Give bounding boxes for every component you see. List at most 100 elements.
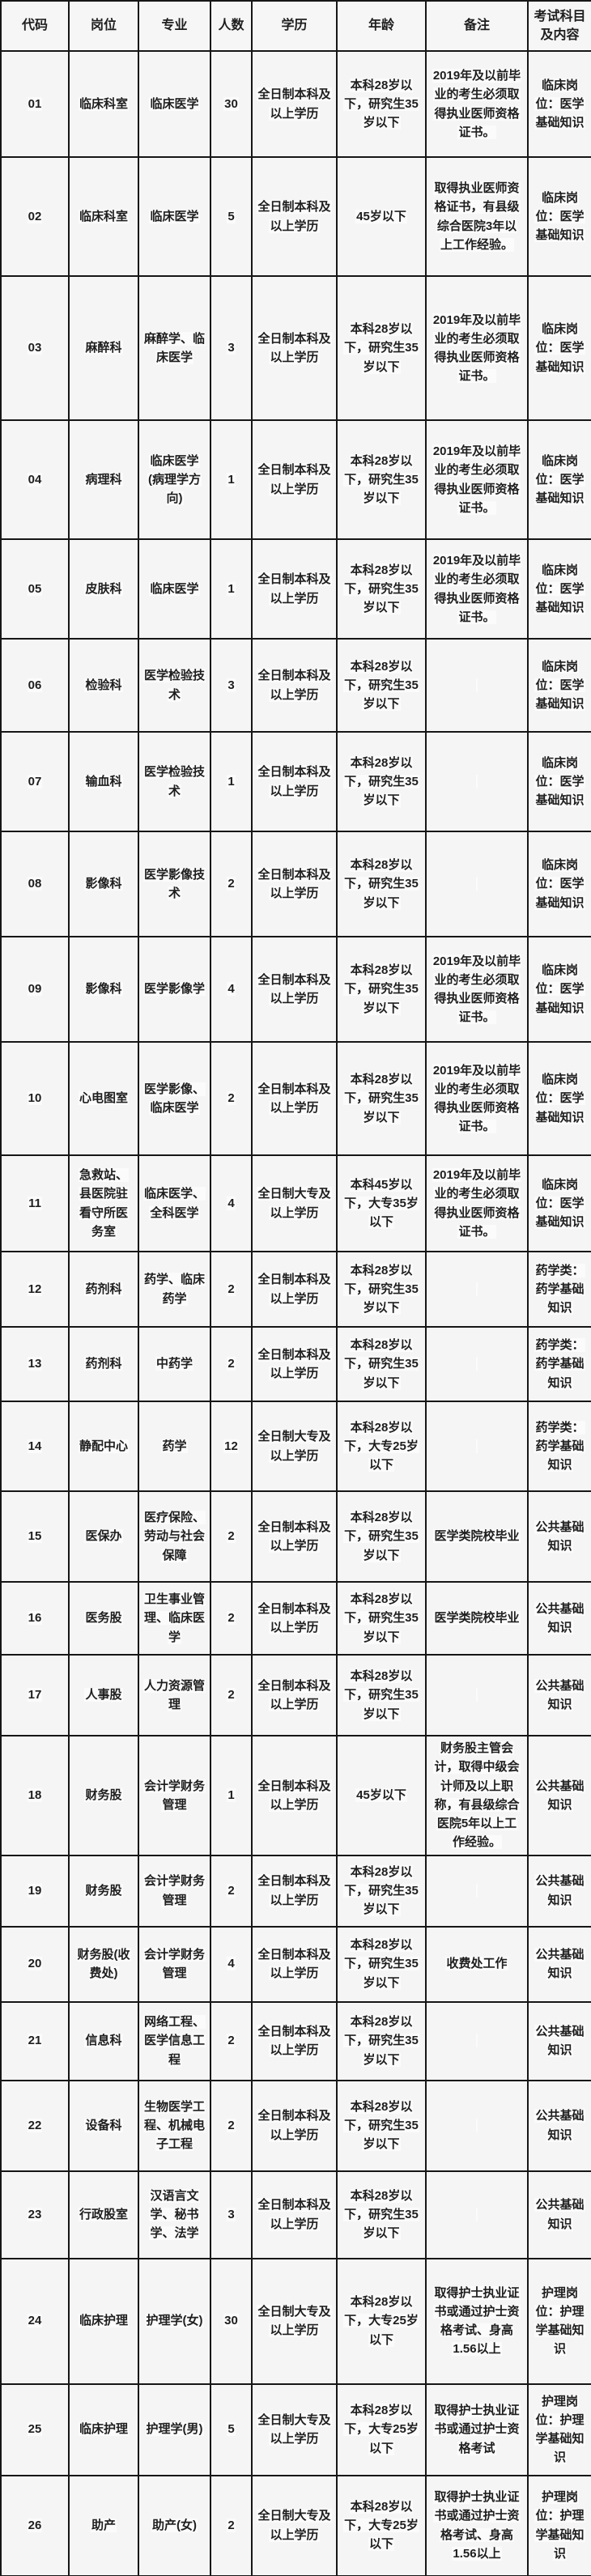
cell-text: 3: [227, 678, 236, 692]
cell-count: 12: [210, 1401, 253, 1492]
cell-text: 1: [227, 472, 236, 487]
cell-text: 本科28岁以下，研究生35岁以下: [343, 1669, 419, 1721]
cell-major: 会计学财务管理: [138, 1925, 211, 2003]
cell-major: 药学、临床药学: [138, 1251, 211, 1328]
cell-text: 16: [27, 1611, 43, 1626]
cell-age: 本科28岁以下，研究生35岁以下: [336, 1654, 427, 1736]
cell-text: 全日制本科及以上学历: [257, 1678, 332, 1711]
cell-major: 会计学财务管理: [138, 1854, 211, 1928]
cell-code: 25: [0, 2383, 70, 2476]
cell-exam: 临床岗位：医学基础知识: [527, 50, 591, 158]
cell-education: 全日制大专及以上学历: [251, 2474, 338, 2576]
cell-text: 全日制本科及以上学历: [257, 1779, 332, 1812]
cell-text: 临床医学: [149, 96, 200, 111]
cell-age: 本科28岁以下，研究生35岁以下: [336, 50, 427, 158]
cell-text: 取得执业医师资格证书，有县级综合医院3年以上工作经验。: [433, 181, 521, 252]
cell-major: 助产(女): [138, 2474, 211, 2576]
cell-major: 麻醉学、临床医学: [138, 275, 211, 421]
cell-text: 本科28岁以下，研究生35岁以下: [343, 1592, 419, 1644]
cell-major: 医学影像学: [138, 936, 211, 1043]
cell-text: 本科28岁以下，研究生35岁以下: [343, 322, 419, 374]
cell-count: 3: [210, 275, 253, 421]
cell-text: 临床岗位：医学基础知识: [534, 563, 585, 615]
cell-text: 22: [27, 2118, 43, 2132]
cell-age: 本科28岁以下，研究生35岁以下: [336, 538, 427, 640]
cell-education: 全日制本科及以上学历: [251, 831, 338, 937]
cell-count: 5: [210, 2383, 253, 2476]
cell-education: 全日制本科及以上学历: [251, 1490, 338, 1583]
cell-position: 临床科室: [68, 50, 139, 158]
table-header: 代码 岗位 专业 人数 学历 年龄 备注 考试科目及内容: [0, 0, 591, 52]
cell-code: 16: [0, 1581, 70, 1656]
cell-text: 全日制本科及以上学历: [257, 2109, 332, 2142]
cell-remark: 财务股主管会计，取得中级会计师及以上职称，有县级综合医院5年以上工作经验。: [425, 1735, 529, 1856]
cell-position: 临床护理: [68, 2257, 139, 2385]
cell-text: 本科28岁以下，研究生35岁以下: [343, 659, 419, 712]
cell-age: 本科28岁以下，研究生35岁以下: [336, 419, 427, 540]
cell-text: 20: [27, 1957, 43, 1971]
cell-major: 医学影像技术: [138, 831, 211, 937]
table-row: 10 心电图室 医学影像、临床医学 2 全日制本科及以上学历 本科28岁以下，研究生35岁…: [0, 1041, 591, 1156]
cell-remark: 2019年及以前毕业的考生必须取得执业医师资格证书。: [425, 1041, 529, 1156]
cell-exam: 临床岗位：医学基础知识: [527, 1154, 591, 1252]
cell-position: 输血科: [68, 731, 139, 832]
table-row: 13 药剂科 中药学 2 全日制本科及以上学历 本科28岁以下，研究生35岁以下 药学类：药…: [0, 1326, 591, 1402]
cell-count: 2: [210, 1581, 253, 1656]
cell-education: 全日制本科及以上学历: [251, 275, 338, 421]
cell-education: 全日制大专及以上学历: [251, 1401, 338, 1492]
table-row: 18 财务股 会计学财务管理 1 全日制本科及以上学历 45岁以下 财务股主管会计，取得中级…: [0, 1735, 591, 1856]
cell-count: 4: [210, 1925, 253, 2003]
cell-count: 4: [210, 936, 253, 1043]
cell-text: 影像科: [84, 982, 123, 997]
cell-text: 21: [27, 2034, 43, 2048]
cell-text: [476, 1883, 478, 1898]
cell-text: 静配中心: [78, 1439, 129, 1453]
cell-text: 25: [27, 2422, 43, 2437]
cell-text: 15: [27, 1529, 43, 1544]
cell-exam: 护理岗位：护理学基础知识: [527, 2383, 591, 2476]
cell-text: 药学、临床药学: [143, 1273, 206, 1306]
cell-text: 输血科: [84, 774, 123, 789]
cell-code: 02: [0, 156, 70, 277]
cell-text: 全日制大专及以上学历: [257, 1430, 332, 1463]
cell-text: 02: [27, 209, 43, 223]
cell-text: [476, 678, 478, 692]
cell-education: 全日制本科及以上学历: [251, 1041, 338, 1156]
cell-text: 收费处工作: [445, 1957, 508, 1971]
cell-count: 4: [210, 1154, 253, 1252]
cell-text: 药剂科: [84, 1357, 123, 1371]
cell-text: 临床科室: [78, 209, 129, 223]
table-row: 04 病理科 临床医学(病理学方向) 1 全日制本科及以上学历 本科28岁以下，研究生35…: [0, 419, 591, 540]
cell-code: 03: [0, 275, 70, 421]
cell-education: 全日制本科及以上学历: [251, 2000, 338, 2081]
cell-text: 公共基础知识: [534, 1779, 585, 1812]
cell-count: 30: [210, 50, 253, 158]
cell-text: 全日制本科及以上学历: [257, 463, 332, 496]
cell-age: 本科45岁以下，大专35岁以下: [336, 1154, 427, 1252]
cell-exam: 临床岗位：医学基础知识: [527, 1041, 591, 1156]
cell-text: 药学类：药学基础知识: [534, 1420, 585, 1473]
cell-count: 3: [210, 638, 253, 733]
cell-text: 本科28岁以下，研究生35岁以下: [343, 2099, 419, 2152]
table-row: 02 临床科室 临床医学 5 全日制本科及以上学历 45岁以下 取得执业医师资格证书，有县级…: [0, 156, 591, 277]
cell-age: 本科28岁以下，研究生35岁以下: [336, 831, 427, 937]
cell-count: 1: [210, 538, 253, 640]
cell-text: 临床岗位：医学基础知识: [534, 453, 585, 506]
cell-count: 2: [210, 831, 253, 937]
cell-count: 2: [210, 1251, 253, 1328]
cell-exam: 公共基础知识: [527, 1735, 591, 1856]
cell-text: 1: [227, 581, 236, 596]
cell-exam: 药学类：药学基础知识: [527, 1401, 591, 1492]
cell-text: 人事股: [84, 1688, 123, 1702]
cell-age: 本科28岁以下，研究生35岁以下: [336, 2170, 427, 2259]
cell-remark: 2019年及以前毕业的考生必须取得执业医师资格证书。: [425, 275, 529, 421]
cell-count: 2: [210, 1041, 253, 1156]
cell-code: 24: [0, 2257, 70, 2385]
cell-text: 5: [227, 209, 236, 223]
cell-text: 2: [227, 1282, 236, 1296]
cell-age: 本科28岁以下，大专25岁以下: [336, 2383, 427, 2476]
cell-text: 本科28岁以下，研究生35岁以下: [343, 858, 419, 910]
cell-text: 2019年及以前毕业的考生必须取得执业医师资格证书。: [432, 554, 522, 624]
cell-age: 本科28岁以下，研究生35岁以下: [336, 1326, 427, 1402]
